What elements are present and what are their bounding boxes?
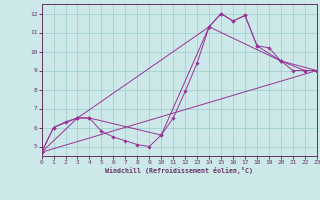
- X-axis label: Windchill (Refroidissement éolien,°C): Windchill (Refroidissement éolien,°C): [105, 167, 253, 174]
